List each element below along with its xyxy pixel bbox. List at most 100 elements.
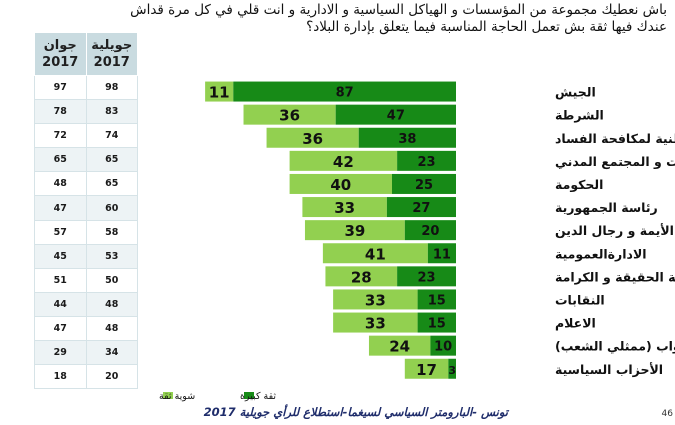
july-value: 74 — [85, 123, 138, 149]
bar-some-trust — [205, 81, 234, 102]
table-row: 51 50 — [34, 268, 138, 293]
june-value: 51 — [34, 268, 87, 293]
header-july-month: جويلية — [91, 38, 133, 53]
value-label-some-trust: 39 — [344, 222, 365, 240]
bar-some-trust — [322, 243, 428, 264]
value-label-some-trust: 33 — [365, 315, 386, 333]
bar-high-trust — [335, 104, 456, 125]
value-label-high-trust: 15 — [428, 293, 446, 308]
value-label-high-trust: 25 — [415, 178, 433, 193]
june-value: 97 — [34, 75, 87, 101]
category-label: الحكومة — [555, 177, 603, 192]
june-value: 29 — [34, 340, 87, 366]
value-label-high-trust: 3 — [448, 364, 456, 377]
category-label: رئاسة الجمهورية — [555, 200, 658, 215]
value-label-some-trust: 28 — [351, 268, 372, 286]
bar-high-trust — [448, 358, 456, 379]
value-label-high-trust: 20 — [421, 224, 439, 239]
header-july: جويلية 2017 — [85, 32, 138, 76]
june-value: 47 — [34, 316, 87, 342]
june-value: 48 — [34, 171, 87, 197]
bar-some-trust — [333, 289, 418, 310]
value-label-high-trust: 27 — [412, 201, 430, 216]
value-label-high-trust: 38 — [398, 132, 416, 147]
category-label: الجمعيات و المجتمع المدني — [555, 154, 675, 169]
value-label-some-trust: 17 — [416, 361, 437, 379]
july-value: 60 — [85, 195, 138, 221]
value-label-some-trust: 41 — [365, 245, 386, 263]
value-label-some-trust: 36 — [279, 107, 300, 125]
legend-label-high-trust: ثقة كبيرة — [240, 391, 276, 402]
july-value: 48 — [85, 292, 138, 317]
bar-some-trust — [304, 220, 405, 241]
category-label: مجلس النواب (ممثلي الشعب) — [555, 339, 675, 354]
june-value: 72 — [34, 123, 87, 149]
footer-source: تونس -البارومتر السياسي لسيغما-استطلاع ل… — [203, 405, 508, 419]
june-value: 78 — [34, 99, 87, 125]
value-label-high-trust: 47 — [387, 109, 405, 124]
question-line-2: عندك فيها ثقة بش تعمل الحاجة المناسبة في… — [306, 19, 667, 35]
value-label-high-trust: 10 — [434, 340, 452, 355]
category-label: الشرطة — [555, 108, 604, 123]
bar-high-trust — [427, 243, 456, 264]
july-value: 58 — [85, 220, 138, 245]
category-label: هيئة الحقيقة و الكرامة — [555, 269, 675, 284]
bar-some-trust — [325, 266, 398, 287]
value-label-some-trust: 42 — [333, 153, 354, 171]
july-value: 48 — [85, 316, 138, 342]
category-label: الجيش — [555, 85, 596, 100]
bar-some-trust — [404, 358, 449, 379]
june-value: 18 — [34, 364, 87, 390]
category-label: الأيمة و رجال الدين — [555, 223, 674, 238]
july-value: 65 — [85, 171, 138, 197]
value-label-some-trust: 33 — [365, 291, 386, 309]
value-label-high-trust: 23 — [418, 270, 436, 285]
table-row: 78 83 — [34, 99, 138, 125]
trust-comparison-table: جوان 2017 جويلية 2017 97 98 78 83 72 74 65 65 48… — [34, 32, 138, 390]
header-june: جوان 2017 — [34, 32, 87, 76]
value-label-some-trust: 24 — [389, 338, 410, 356]
table-row: 47 60 — [34, 195, 138, 221]
legend-label-some-trust: شوية ثقة — [159, 391, 195, 402]
bar-high-trust — [358, 127, 456, 148]
value-label-some-trust: 11 — [209, 84, 230, 102]
category-label: الهيئة الوطنية لمكافحة الفساد — [555, 131, 675, 146]
header-july-year: 2017 — [93, 55, 130, 70]
category-label: الأحزاب السياسية — [555, 362, 663, 377]
table-row: 44 48 — [34, 292, 138, 317]
table-row: 47 48 — [34, 316, 138, 342]
value-label-some-trust: 40 — [330, 176, 351, 194]
bar-high-trust — [386, 197, 456, 218]
bar-some-trust — [302, 197, 387, 218]
bar-some-trust — [333, 312, 418, 333]
legend-swatch-high-trust — [244, 392, 254, 399]
bar-high-trust — [417, 312, 456, 333]
july-value: 20 — [85, 364, 138, 390]
table-body: 97 98 78 83 72 74 65 65 48 65 47 60 57 58 45 53 51 50 44 48… — [34, 75, 138, 390]
table-header-row: جوان 2017 جويلية 2017 — [34, 32, 138, 76]
legend-swatch-some-trust — [163, 392, 173, 399]
bar-some-trust — [266, 127, 359, 148]
table-row: 97 98 — [34, 75, 138, 101]
june-value: 65 — [34, 147, 87, 173]
june-value: 57 — [34, 220, 87, 245]
bar-high-trust — [430, 335, 456, 356]
june-value: 44 — [34, 292, 87, 317]
july-value: 50 — [85, 268, 138, 293]
june-value: 45 — [34, 244, 87, 269]
july-value: 65 — [85, 147, 138, 173]
table-row: 29 34 — [34, 340, 138, 366]
table-row: 57 58 — [34, 220, 138, 245]
header-june-month: جوان — [43, 38, 77, 53]
value-label-some-trust: 33 — [334, 199, 355, 217]
table-row: 72 74 — [34, 123, 138, 149]
category-label: النقابات — [555, 292, 605, 307]
july-value: 34 — [85, 340, 138, 366]
header-june-year: 2017 — [42, 55, 79, 70]
question-line-1: باش نعطيك مجموعة من المؤسسات و الهياكل ا… — [130, 2, 667, 18]
value-label-high-trust: 23 — [418, 155, 436, 170]
value-label-high-trust: 15 — [428, 317, 446, 332]
value-label-high-trust: 87 — [336, 86, 354, 101]
value-label-high-trust: 11 — [433, 247, 451, 262]
